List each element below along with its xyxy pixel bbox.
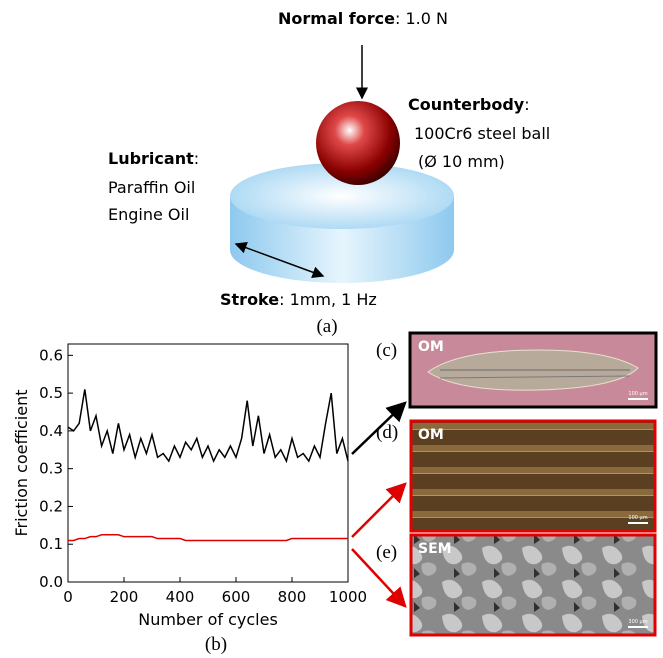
text: : 1mm, 1 Hz [279, 290, 377, 309]
panel-label: (e) [376, 542, 397, 563]
label: Lubricant [108, 149, 194, 168]
counterbody: Counterbody: [408, 95, 530, 114]
stroke: Stroke: 1mm, 1 Hz [220, 290, 377, 309]
text: : [194, 149, 199, 168]
line-series [68, 389, 348, 461]
lubricant-line: Paraffin Oil [108, 178, 195, 197]
x-tick-label: 800 [278, 588, 307, 606]
line-series [68, 535, 348, 541]
y-tick-label: 0.0 [39, 573, 63, 591]
y-tick-label: 0.3 [39, 460, 63, 478]
scale-label: 100 µm [628, 391, 647, 397]
y-axis-label: Friction coefficient [12, 390, 31, 537]
x-axis-label: Number of cycles [138, 610, 278, 629]
chart: Friction coefficient Number of cycles (b… [12, 344, 367, 655]
micrograph-d [411, 421, 655, 531]
normal-force: Normal force: 1.0 N [278, 9, 448, 28]
x-tick-label: 0 [63, 588, 73, 606]
x-tick-label: 1000 [329, 588, 367, 606]
scale-label: 100 µm [628, 515, 647, 521]
label: Stroke [220, 290, 279, 309]
label: Normal force [278, 9, 395, 28]
text: : [524, 95, 529, 114]
counterbody-line: 100Cr6 steel ball [414, 124, 550, 143]
panel-label: (d) [376, 422, 398, 443]
ball [316, 101, 400, 185]
x-tick-label: 600 [222, 588, 251, 606]
scale-label: 300 µm [628, 619, 647, 625]
micrograph-label: OM [418, 339, 444, 355]
y-tick-label: 0.5 [39, 384, 63, 402]
lubricant-line: Engine Oil [108, 205, 189, 224]
x-tick-label: 200 [110, 588, 139, 606]
y-tick-label: 0.6 [39, 346, 63, 364]
y-tick-label: 0.1 [39, 535, 63, 553]
y-tick-label: 0.4 [39, 422, 63, 440]
counterbody-line: (Ø 10 mm) [418, 152, 505, 171]
caption: (b) [205, 634, 227, 655]
link-arrow [352, 484, 405, 537]
micrograph-label: SEM [418, 541, 452, 557]
figure: Normal force: 1.0 N Counterbody: 100Cr6 … [0, 0, 663, 658]
x-tick-label: 400 [166, 588, 195, 606]
caption: (a) [316, 316, 337, 337]
text: : 1.0 N [395, 9, 448, 28]
lubricant: Lubricant: [108, 149, 199, 168]
plot-frame [68, 344, 348, 582]
y-tick-label: 0.2 [39, 497, 63, 515]
panel-label: (c) [376, 340, 397, 361]
label: Counterbody [408, 95, 525, 114]
micrograph-label: OM [418, 427, 444, 443]
